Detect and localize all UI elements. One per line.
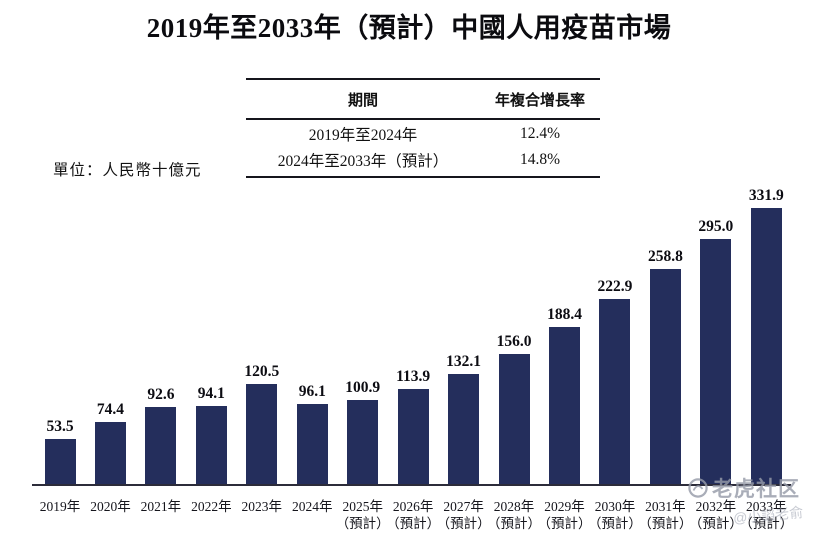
x-tick-label: 2022年 xyxy=(191,499,232,514)
bar-2032年 xyxy=(700,238,732,484)
table-cell-period: 2024年至2033年（預計） xyxy=(277,153,449,170)
bar-2023年 xyxy=(246,383,278,484)
bar-2029年 xyxy=(549,327,580,484)
bar-2021年 xyxy=(145,406,177,484)
bar-value-label: 53.5 xyxy=(46,418,74,436)
x-axis-line xyxy=(32,484,791,486)
table-row: 2024年至2033年（預計） 14.8% xyxy=(246,147,600,173)
table-cell-cagr: 12.4% xyxy=(519,125,561,142)
bar-2028年 xyxy=(498,354,530,484)
x-tick-label: 2020年 xyxy=(90,499,131,514)
bar-2019年 xyxy=(44,439,76,484)
bar-2025年 xyxy=(347,400,379,484)
bar-2027年 xyxy=(448,374,480,484)
unit-label: 單位：人民幣十億元 xyxy=(53,162,202,179)
bar-2030年 xyxy=(599,298,631,484)
bar-value-label: 156.0 xyxy=(496,333,532,351)
bar-value-label: 120.5 xyxy=(244,362,280,380)
watermark-community-label: 老虎社区 xyxy=(712,478,800,501)
x-tick-label: 2032年 （預計） xyxy=(688,499,743,531)
bar-2020年 xyxy=(94,422,126,484)
bar-value-label: 96.1 xyxy=(298,383,326,401)
bar-value-label: 74.4 xyxy=(96,401,124,419)
tiger-community-watermark: 老虎社区 xyxy=(687,473,800,503)
x-tick-label: 2033年 （預計） xyxy=(739,499,794,531)
x-tick-label: 2028年 （預計） xyxy=(487,499,542,531)
table-cell-period: 2019年至2024年 xyxy=(308,127,418,144)
bar-2033年 xyxy=(750,207,782,484)
bar-value-label: 222.9 xyxy=(597,277,633,295)
table-row: 2019年至2024年 12.4% xyxy=(246,121,600,147)
bar-value-label: 94.1 xyxy=(197,384,225,402)
cagr-table: 期間 年複合增長率 2019年至2024年 12.4% 2024年至2033年（… xyxy=(246,78,600,178)
x-tick-label: 2024年 xyxy=(292,499,333,514)
bar-value-label: 92.6 xyxy=(147,385,175,403)
bar-2026年 xyxy=(397,389,429,484)
x-tick-label: 2029年 （預計） xyxy=(537,499,592,531)
cagr-table-body: 2019年至2024年 12.4% 2024年至2033年（預計） 14.8% xyxy=(246,120,600,176)
bar-2024年 xyxy=(296,404,328,484)
x-tick-label: 2030年 （預計） xyxy=(587,499,642,531)
bar-value-label: 100.9 xyxy=(345,379,381,397)
bar-value-label: 132.1 xyxy=(446,353,482,371)
bar-2022年 xyxy=(195,405,227,484)
x-tick-label: 2023年 xyxy=(241,499,283,514)
bar-2031年 xyxy=(649,268,681,484)
x-tick-label: 2026年 （預計） xyxy=(386,499,441,531)
table-cell-cagr: 14.8% xyxy=(519,151,561,168)
bar-value-label: 295.0 xyxy=(698,217,734,235)
tiger-logo-icon xyxy=(687,477,709,499)
bar-value-label: 331.9 xyxy=(748,186,784,204)
table-header-period: 期間 xyxy=(347,92,378,109)
x-tick-label: 2025年 （預計） xyxy=(335,499,390,531)
bar-value-label: 188.4 xyxy=(547,306,582,324)
cagr-table-header-row: 期間 年複合增長率 xyxy=(246,80,600,120)
x-tick-label: 2021年 xyxy=(140,499,182,514)
x-tick-label: 2031年 （預計） xyxy=(638,499,693,531)
bar-value-label: 258.8 xyxy=(647,247,683,265)
bar-value-label: 113.9 xyxy=(396,368,431,386)
table-header-cagr: 年複合增長率 xyxy=(494,92,585,109)
x-tick-label: 2019年 xyxy=(39,499,81,514)
page-title: 2019年至2033年（預計）中國人用疫苗市場 xyxy=(146,13,672,43)
x-tick-label: 2027年 （預計） xyxy=(436,499,491,531)
